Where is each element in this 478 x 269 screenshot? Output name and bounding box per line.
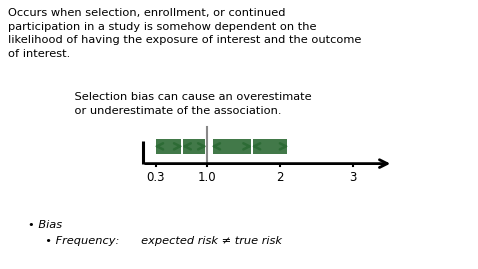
Bar [184,139,206,154]
Text: 0.3: 0.3 [146,171,165,184]
Text: 3: 3 [349,171,357,184]
Text: Selection bias can cause an overestimate
    or underestimate of the association: Selection bias can cause an overestimate… [60,92,312,116]
Bar [213,139,250,154]
Text: 2: 2 [276,171,283,184]
Text: • Frequency:      expected risk ≠ true risk: • Frequency: expected risk ≠ true risk [38,236,282,246]
Text: Occurs when selection, enrollment, or continued
participation in a study is some: Occurs when selection, enrollment, or co… [8,8,361,59]
Text: 1.0: 1.0 [197,171,216,184]
Text: • Bias: • Bias [28,220,62,230]
Bar [156,139,181,154]
Bar [253,139,287,154]
